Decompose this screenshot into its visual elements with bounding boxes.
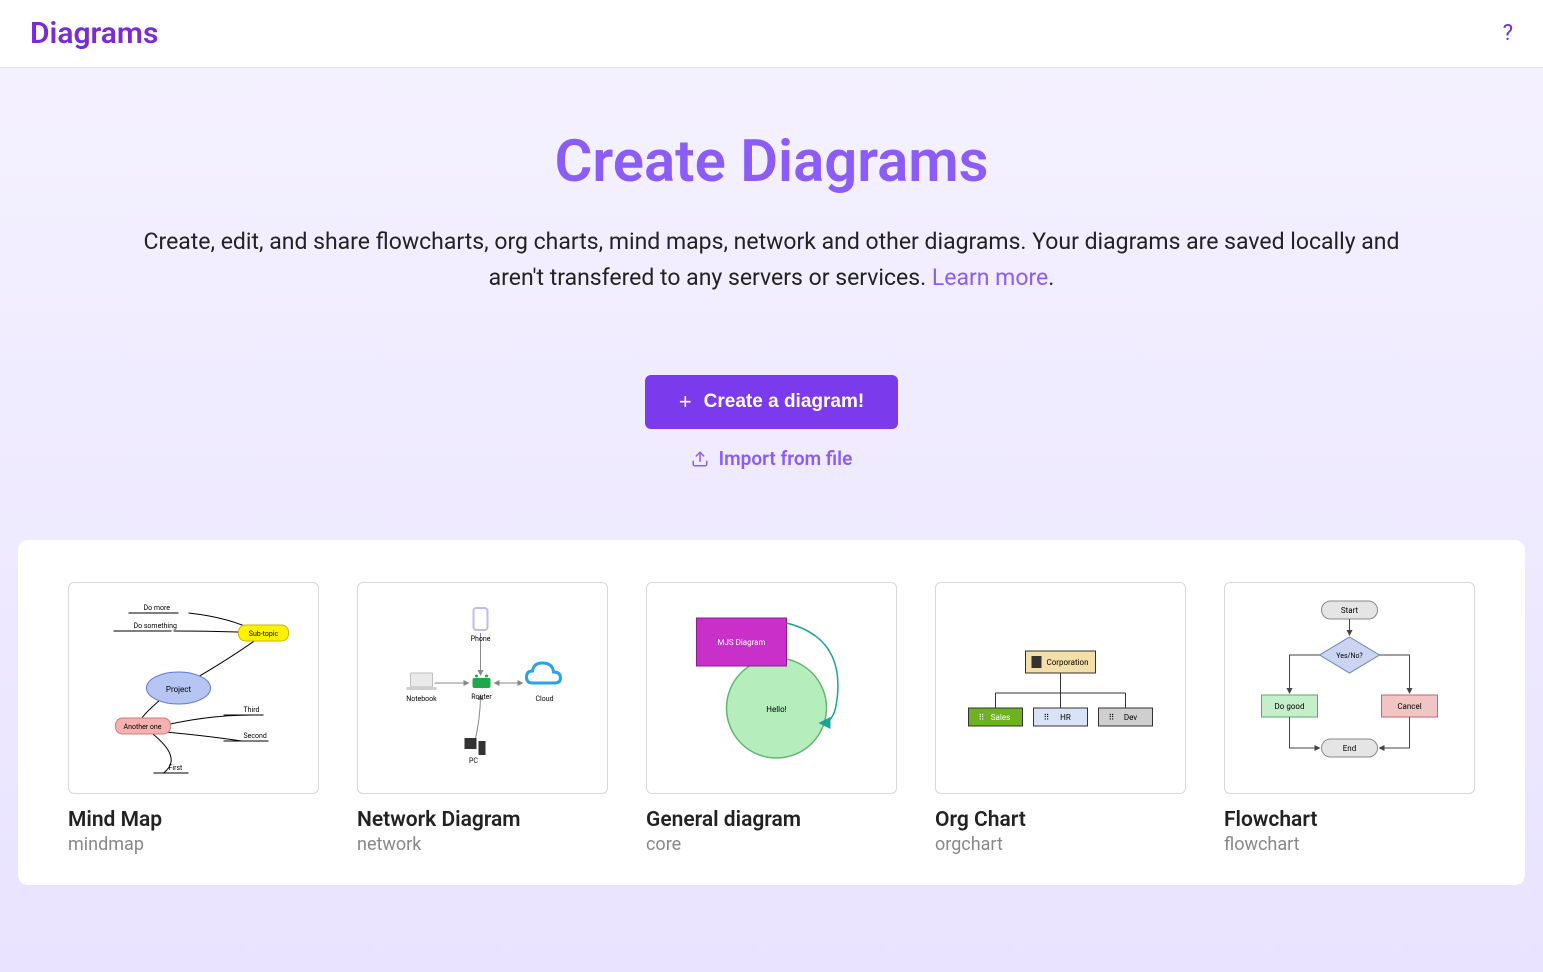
general-circle-label: Hello! xyxy=(766,705,786,714)
template-title: Network Diagram xyxy=(357,808,608,832)
mindmap-central-label: Project xyxy=(166,685,192,694)
mindmap-leaf-second: Second xyxy=(244,732,267,740)
template-thumb-mindmap: Project Sub-topic Another one Do more Do… xyxy=(68,582,319,794)
hero: Create Diagrams Create, edit, and share … xyxy=(0,68,1543,510)
create-diagram-button[interactable]: + Create a diagram! xyxy=(645,375,898,429)
svg-text:⠿: ⠿ xyxy=(1044,713,1050,722)
template-card-flowchart[interactable]: Start Yes/No? Do good Cancel End Flowcha… xyxy=(1224,582,1475,855)
network-pc-label: PC xyxy=(469,757,478,765)
template-subtitle: mindmap xyxy=(68,834,319,855)
template-thumb-general: Hello! MJS Diagram xyxy=(646,582,897,794)
org-dev-label: Dev xyxy=(1124,713,1137,722)
templates-row: Project Sub-topic Another one Do more Do… xyxy=(18,540,1525,885)
flow-decision-label: Yes/No? xyxy=(1336,652,1363,660)
create-button-label: Create a diagram! xyxy=(704,391,865,413)
template-subtitle: network xyxy=(357,834,608,855)
hero-desc-text: Create, edit, and share flowcharts, org … xyxy=(144,228,1400,291)
learn-more-link[interactable]: Learn more xyxy=(932,264,1048,291)
app-title: Diagrams xyxy=(30,16,158,51)
template-thumb-orgchart: Corporation ⠿ Sales ⠿ HR ⠿ Dev xyxy=(935,582,1186,794)
template-subtitle: orgchart xyxy=(935,834,1186,855)
template-card-network[interactable]: Phone Notebook Router Cloud PC Network D… xyxy=(357,582,608,855)
template-card-mindmap[interactable]: Project Sub-topic Another one Do more Do… xyxy=(68,582,319,855)
header: Diagrams ? xyxy=(0,0,1543,68)
network-cloud-label: Cloud xyxy=(535,695,553,703)
general-rect-label: MJS Diagram xyxy=(717,638,765,647)
hero-desc-post: . xyxy=(1048,264,1054,291)
template-title: Mind Map xyxy=(68,808,319,832)
help-icon[interactable]: ? xyxy=(1503,21,1513,46)
org-root-label: Corporation xyxy=(1047,658,1089,667)
mindmap-leaf-domore: Do more xyxy=(144,604,171,612)
flow-end-label: End xyxy=(1343,744,1356,753)
import-from-file-link[interactable]: Import from file xyxy=(691,447,853,470)
network-router-label: Router xyxy=(471,693,492,701)
template-title: General diagram xyxy=(646,808,897,832)
mindmap-another-label: Another one xyxy=(124,723,162,731)
mindmap-leaf-dosomething: Do something xyxy=(134,622,177,630)
template-thumb-flowchart: Start Yes/No? Do good Cancel End xyxy=(1224,582,1475,794)
org-hr-label: HR xyxy=(1060,713,1071,722)
flow-dogood-label: Do good xyxy=(1275,702,1305,711)
network-notebook-label: Notebook xyxy=(406,695,437,703)
template-subtitle: core xyxy=(646,834,897,855)
mindmap-subtopic-label: Sub-topic xyxy=(249,630,279,638)
template-thumb-network: Phone Notebook Router Cloud PC xyxy=(357,582,608,794)
flow-start-label: Start xyxy=(1341,606,1359,615)
org-sales-label: Sales xyxy=(991,713,1010,722)
hero-title: Create Diagrams xyxy=(50,128,1493,196)
template-title: Org Chart xyxy=(935,808,1186,832)
template-title: Flowchart xyxy=(1224,808,1475,832)
mindmap-leaf-first: First xyxy=(169,764,184,772)
template-card-general[interactable]: Hello! MJS Diagram General diagram core xyxy=(646,582,897,855)
network-phone-label: Phone xyxy=(471,635,491,643)
upload-icon xyxy=(691,450,709,468)
svg-text:⠿: ⠿ xyxy=(1109,713,1115,722)
plus-icon: + xyxy=(679,391,692,413)
mindmap-leaf-third: Third xyxy=(244,706,260,714)
hero-description: Create, edit, and share flowcharts, org … xyxy=(132,224,1412,295)
template-subtitle: flowchart xyxy=(1224,834,1475,855)
import-link-label: Import from file xyxy=(719,447,853,470)
svg-text:⠿: ⠿ xyxy=(979,713,985,722)
template-card-orgchart[interactable]: Corporation ⠿ Sales ⠿ HR ⠿ Dev Org Chart… xyxy=(935,582,1186,855)
hero-actions: + Create a diagram! Import from file xyxy=(50,375,1493,470)
flow-cancel-label: Cancel xyxy=(1397,702,1421,711)
